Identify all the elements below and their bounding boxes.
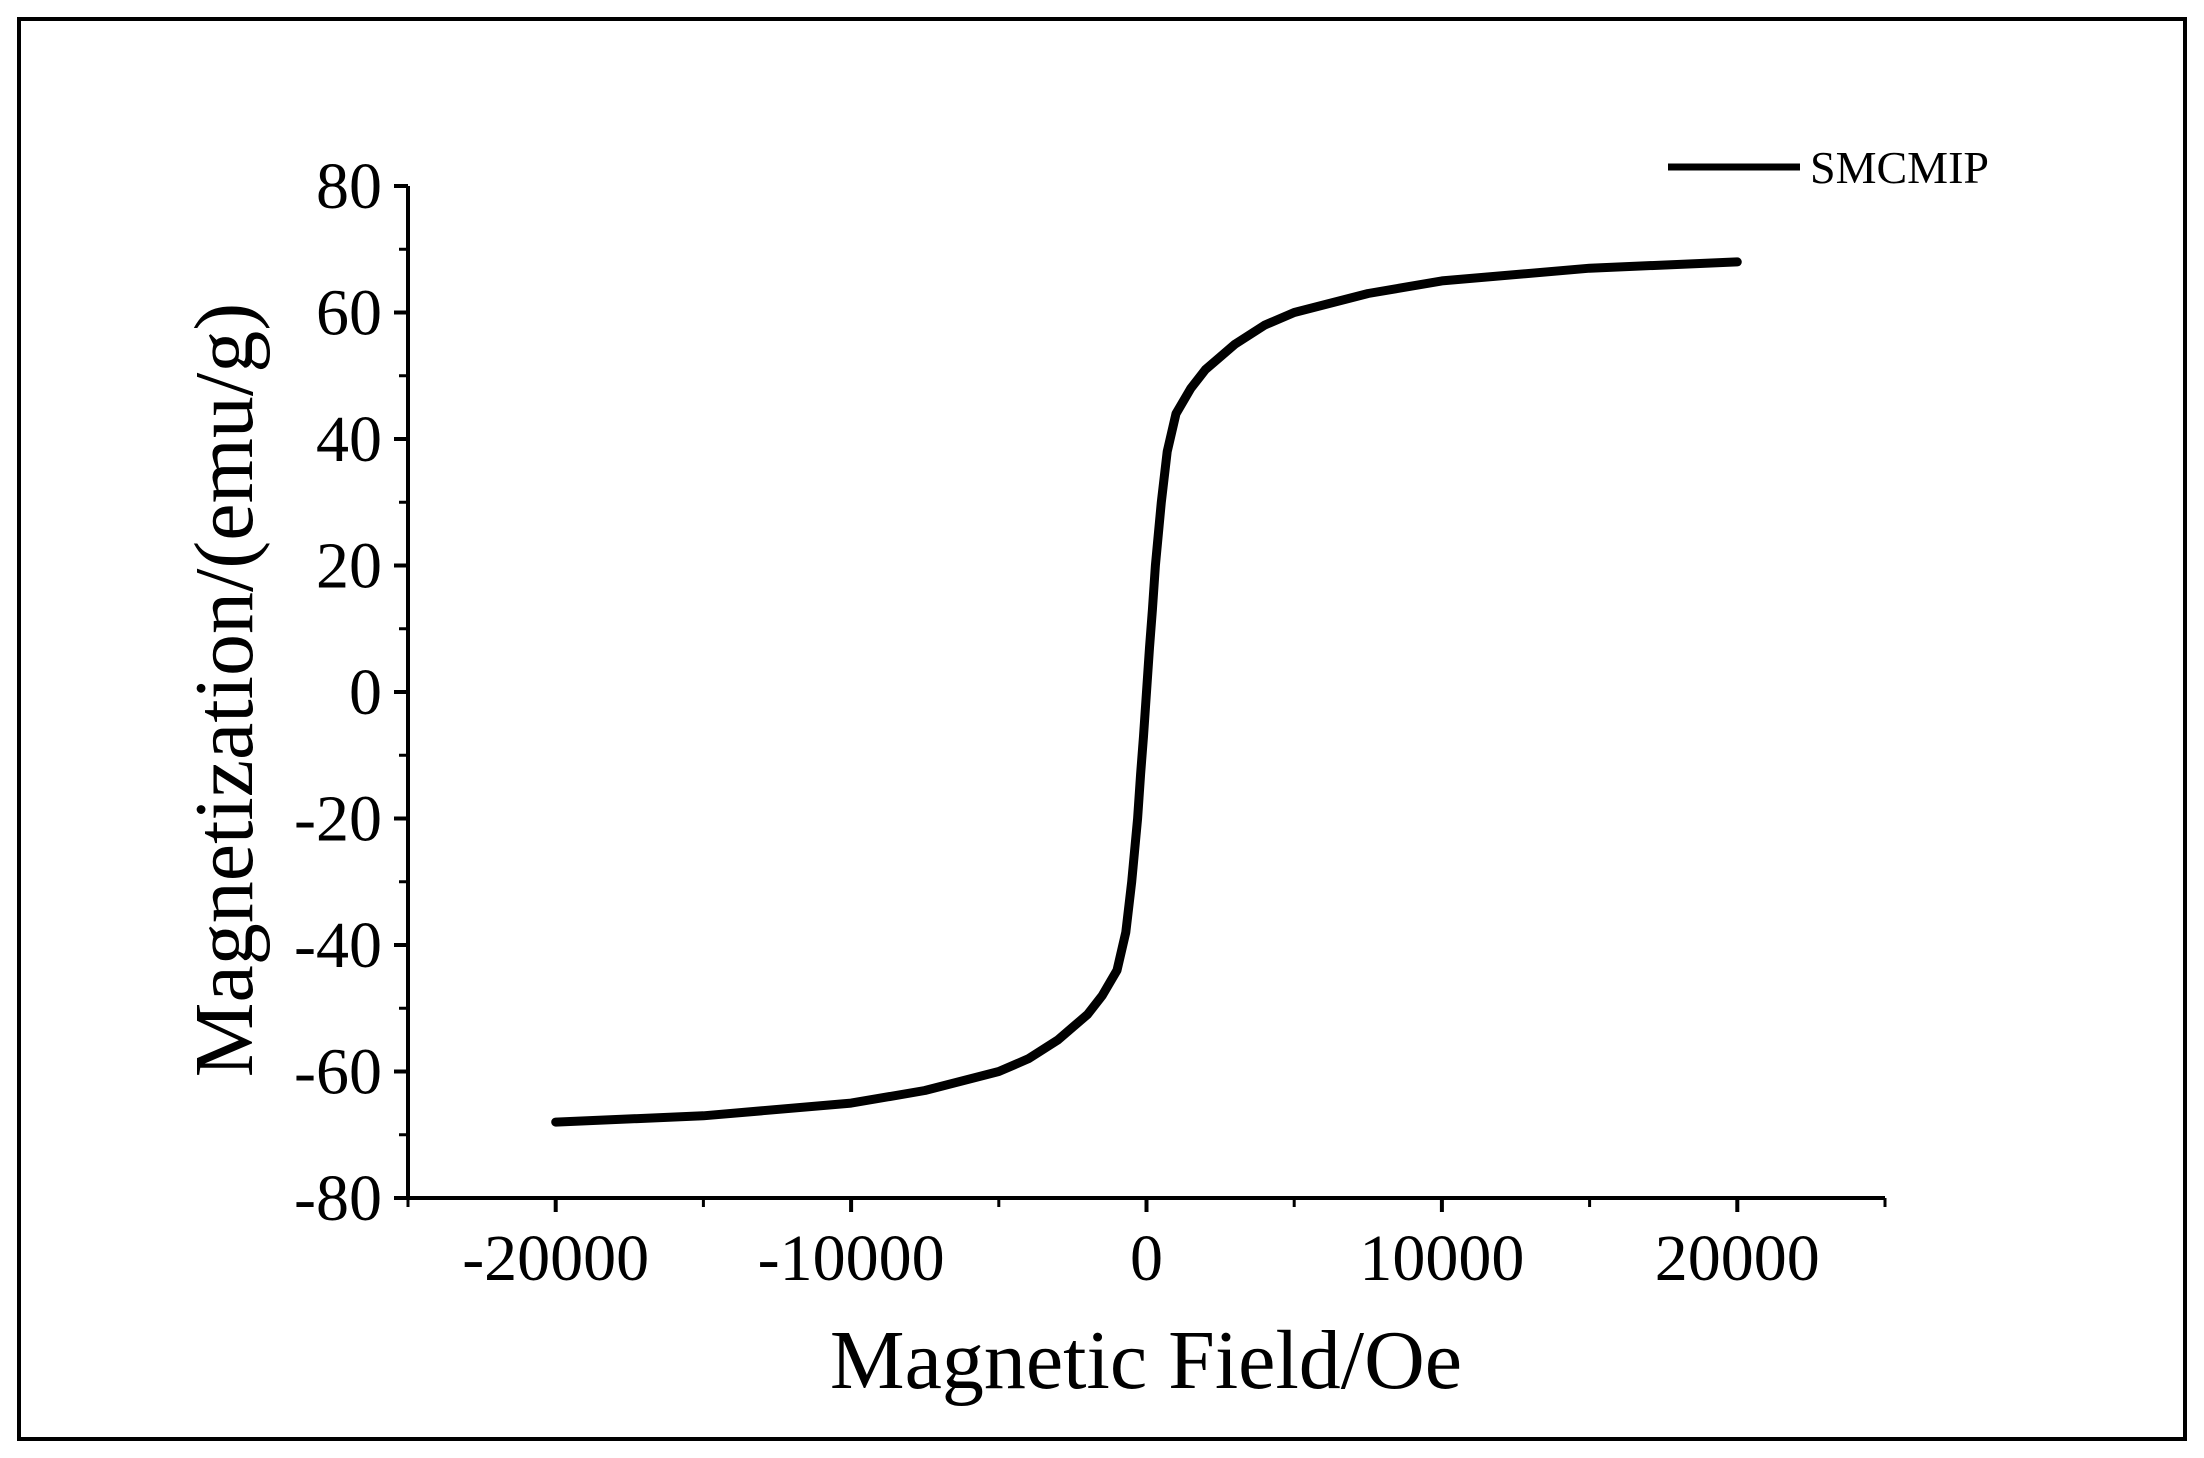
legend: SMCMIP <box>1668 142 1989 193</box>
x-axis-ticks: -20000 -10000 0 10000 20000 <box>406 1198 1887 1295</box>
data-point <box>1290 308 1299 317</box>
data-point <box>1172 409 1181 418</box>
data-point <box>847 1099 856 1108</box>
data-point <box>1083 1010 1092 1019</box>
data-point <box>1136 770 1145 779</box>
y-tick-label: -20 <box>294 783 382 856</box>
x-tick-label: -20000 <box>462 1222 649 1295</box>
data-point <box>1127 877 1136 886</box>
data-point <box>1112 966 1121 975</box>
data-point <box>551 1118 560 1127</box>
x-tick-label: 20000 <box>1655 1222 1820 1295</box>
data-point <box>920 1086 929 1095</box>
data-point <box>1053 1035 1062 1044</box>
y-tick-label: -80 <box>294 1162 382 1235</box>
data-point <box>1098 991 1107 1000</box>
y-axis-title: Magnetization/(emu/g) <box>178 303 271 1077</box>
data-point <box>1068 1023 1077 1032</box>
y-tick-label: 80 <box>316 150 382 223</box>
data-point <box>1260 321 1269 330</box>
x-tick-label: 10000 <box>1359 1222 1524 1295</box>
legend-label-smcmip: SMCMIP <box>1810 142 1989 193</box>
data-point <box>1201 365 1210 374</box>
y-tick-label: 60 <box>316 277 382 350</box>
data-point <box>1142 688 1151 696</box>
data-point <box>1139 732 1148 741</box>
data-point <box>1437 276 1446 285</box>
x-axis-title: Magnetic Field/Oe <box>830 1314 1462 1407</box>
data-point <box>1733 257 1742 266</box>
y-tick-label: 40 <box>316 403 382 476</box>
x-tick-label: 0 <box>1130 1222 1163 1295</box>
figure-frame <box>17 17 2187 1441</box>
data-point <box>1216 352 1225 361</box>
y-axis-ticks: -80 -60 -40 -20 0 20 40 60 80 <box>294 150 408 1235</box>
x-tick-label: -10000 <box>758 1222 945 1295</box>
data-point <box>1133 814 1142 823</box>
data-point <box>699 1111 708 1120</box>
data-point <box>1157 498 1166 507</box>
data-point <box>1585 264 1594 273</box>
data-point <box>1186 384 1195 393</box>
data-point <box>1121 928 1130 937</box>
data-point <box>1148 605 1157 614</box>
y-tick-label: -60 <box>294 1036 382 1109</box>
y-tick-label: 0 <box>349 656 382 729</box>
data-point <box>1151 561 1160 570</box>
y-tick-label: 20 <box>316 530 382 603</box>
data-point <box>1163 447 1172 456</box>
data-point <box>994 1067 1003 1076</box>
y-tick-label: -40 <box>294 909 382 982</box>
data-point <box>1231 340 1240 349</box>
data-point <box>1364 289 1373 298</box>
data-point <box>1145 643 1154 652</box>
data-point <box>1024 1054 1033 1063</box>
series-layer <box>551 257 1742 1127</box>
